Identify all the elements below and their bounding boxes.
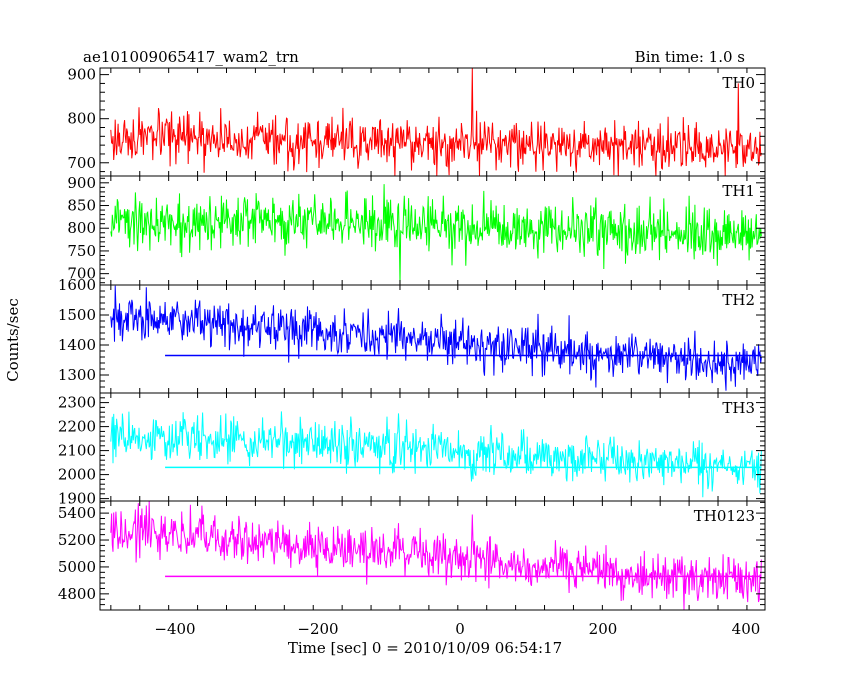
y-tick-label: 1400 — [58, 336, 96, 354]
y-axis-label: Counts/sec — [4, 298, 22, 382]
y-tick-label: 2000 — [58, 466, 96, 484]
series-line-th0123 — [110, 500, 762, 610]
x-axis-label: Time [sec] 0 = 2010/10/09 06:54:17 — [288, 639, 562, 657]
y-tick-label: 800 — [67, 110, 96, 128]
y-tick-label: 750 — [67, 242, 96, 260]
y-tick-label: 850 — [67, 197, 96, 215]
y-tick-label: 5200 — [58, 531, 96, 549]
y-tick-label: 5400 — [58, 504, 96, 522]
series-line-th2 — [110, 285, 762, 391]
channel-label: TH1 — [722, 182, 755, 200]
y-tick-label: 900 — [67, 66, 96, 84]
y-tick-label: 900 — [67, 174, 96, 192]
panel-frame — [99, 500, 766, 611]
x-tick-label: 400 — [732, 620, 761, 638]
y-tick-label: 1900 — [58, 490, 96, 508]
series-line-th1 — [110, 184, 762, 284]
plot-title: ae101009065417_wam2_trn — [83, 48, 299, 66]
x-tick-label: 0 — [455, 620, 465, 638]
y-tick-label: 700 — [67, 265, 96, 283]
x-tick-label: −400 — [154, 620, 195, 638]
series-line-th0 — [110, 67, 762, 177]
y-tick-label: 4800 — [58, 585, 96, 603]
panel-th0: 700 800 900 TH0 — [67, 66, 766, 177]
x-tick-label: 200 — [589, 620, 618, 638]
panel-th0123: 4800 5000 5200 5400 TH0123 — [58, 500, 766, 611]
channel-label: TH2 — [722, 291, 755, 309]
panel-th2: 1300 1400 1500 1600 TH2 — [58, 276, 766, 394]
panel-th3: 1900 2000 2100 2200 2300 TH3 — [58, 392, 766, 508]
panels: 700 800 900 TH0 700 750 800 850 900 TH1 1300 1400 15… — [58, 66, 766, 611]
x-tick-labels: −400 −200 0 200 400 — [154, 620, 760, 638]
y-tick-label: 2100 — [58, 442, 96, 460]
y-tick-label: 1600 — [58, 276, 96, 294]
bin-time-label: Bin time: 1.0 s — [635, 48, 745, 66]
x-tick-label: −200 — [297, 620, 338, 638]
series-line-th3 — [110, 411, 762, 498]
y-tick-label: 1500 — [58, 306, 96, 324]
channel-label: TH3 — [722, 399, 755, 417]
panel-th1: 700 750 800 850 900 TH1 — [67, 174, 766, 286]
y-tick-label: 1300 — [58, 366, 96, 384]
y-tick-label: 700 — [67, 154, 96, 172]
channel-label: TH0123 — [694, 507, 755, 525]
channel-label: TH0 — [722, 74, 755, 92]
y-tick-label: 5000 — [58, 558, 96, 576]
y-tick-label: 2200 — [58, 418, 96, 436]
y-tick-label: 800 — [67, 219, 96, 237]
y-tick-label: 2300 — [58, 394, 96, 412]
